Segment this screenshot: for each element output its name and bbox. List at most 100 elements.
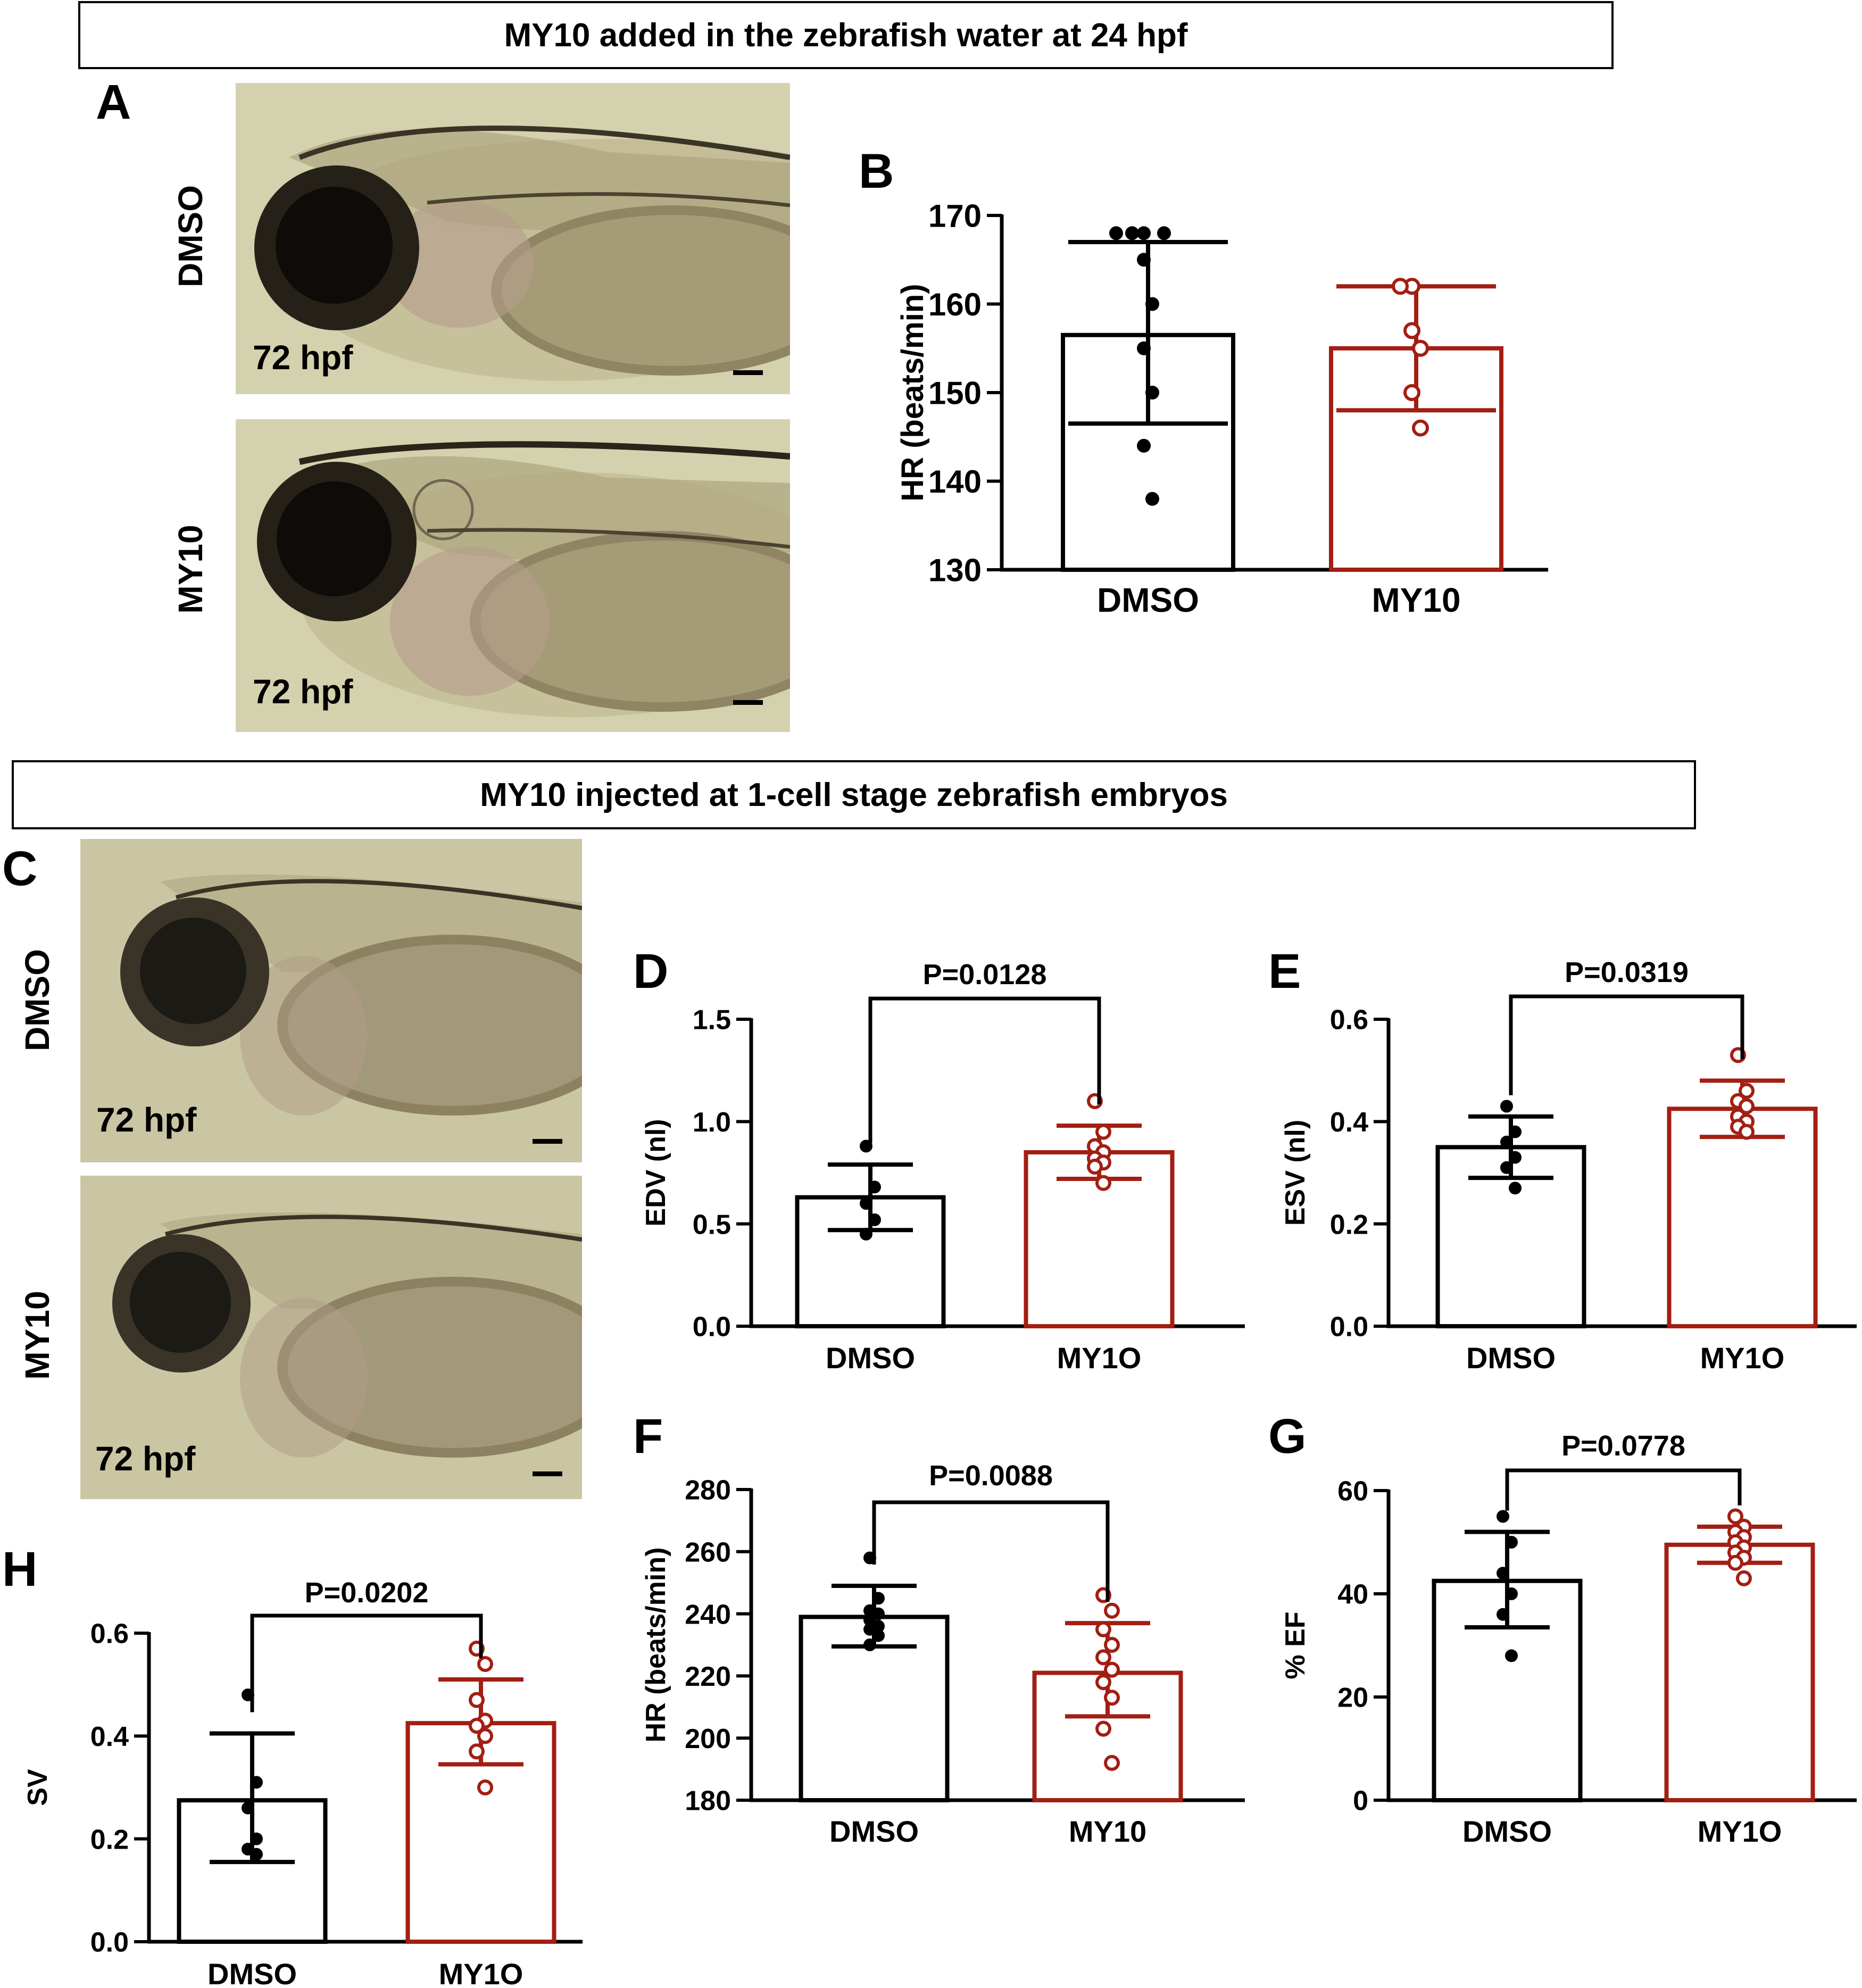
data-point-my10 (1412, 419, 1429, 437)
category-label-dmso: DMSO (1466, 1341, 1556, 1375)
data-point-my1o (1095, 1175, 1111, 1191)
chart-e: 0.0 0.2 0.4 0.6 ESV (nl) DMSO MY1O P=0.0319 (1280, 956, 1857, 1375)
data-point-dmso (860, 1197, 872, 1210)
data-point-my1o (469, 1718, 485, 1734)
y-tick-label: 60 (1337, 1476, 1368, 1507)
panel-letter-e: E (1268, 944, 1301, 999)
chart-h: 0.0 0.2 0.4 0.6 SV DMSO MY1O P=0.0202 (22, 1577, 583, 1988)
significance-bracket (868, 996, 1101, 1144)
data-point-dmso (1145, 492, 1159, 506)
category-label-my1o: MY1O (1057, 1341, 1142, 1375)
data-point-dmso (1500, 1135, 1513, 1149)
category-label-dmso: DMSO (829, 1815, 919, 1848)
chart-d: 0.0 0.5 1.0 1.5 EDV (nl) DMSO MY1O P=0.0128 (641, 959, 1245, 1375)
data-point-dmso (1157, 226, 1171, 240)
data-point-my10 (1104, 1661, 1120, 1678)
y-tick-label: 0.0 (1330, 1312, 1368, 1343)
y-tick-label: 260 (685, 1537, 731, 1568)
y-axis-label: SV (22, 1769, 53, 1806)
category-label-my10: MY10 (1371, 581, 1460, 619)
y-tick-label: 240 (685, 1599, 731, 1630)
section-title-top: MY10 added in the zebrafish water at 24 … (78, 1, 1614, 69)
data-point-my1o (469, 1743, 485, 1760)
stage-label: 72 hpf (253, 338, 353, 377)
data-point-dmso (250, 1848, 263, 1861)
y-tick-label: 280 (685, 1475, 731, 1506)
y-tick-label: 0.5 (693, 1209, 731, 1240)
chart-g: 0 20 40 60 % EF DMSO MY1O P=0.0778 (1280, 1430, 1857, 1848)
data-point-my1o (477, 1728, 493, 1744)
y-axis-label: ESV (nl) (1280, 1120, 1311, 1226)
category-label-dmso: DMSO (1462, 1815, 1552, 1848)
data-point-dmso (1500, 1100, 1513, 1113)
y-axis-label: EDV (nl) (641, 1119, 671, 1226)
data-point-my1o (1736, 1570, 1752, 1586)
y-tick-label: 0.4 (90, 1721, 129, 1752)
micrograph-c-my10: 72 hpf (80, 1176, 582, 1499)
data-point-dmso (1125, 226, 1139, 240)
data-point-dmso (1497, 1567, 1509, 1580)
category-label-my1o: MY1O (439, 1957, 523, 1988)
larva-image (80, 1176, 582, 1499)
data-point-dmso (250, 1832, 263, 1845)
data-point-dmso (1145, 297, 1159, 311)
data-point-dmso (872, 1592, 885, 1605)
data-point-dmso (250, 1776, 263, 1789)
significance-bracket (250, 1613, 483, 1712)
data-point-my1o (1095, 1124, 1111, 1140)
y-tick-label: 0.6 (1330, 1005, 1368, 1036)
scale-bar (533, 1471, 562, 1476)
data-point-dmso (1137, 341, 1151, 355)
y-tick-label: 140 (928, 464, 982, 500)
chart-f: 180 200 220 240 260 280 HR (beats/min) DMSO MY10… (641, 1460, 1245, 1848)
larva-image (236, 419, 790, 732)
panel-letter-d: D (633, 944, 669, 999)
data-point-my10 (1095, 1720, 1111, 1737)
y-tick-label: 40 (1337, 1579, 1368, 1610)
data-point-dmso (1505, 1536, 1518, 1549)
data-point-dmso (1137, 253, 1151, 267)
data-point-dmso (1505, 1587, 1518, 1600)
category-label-my10: MY10 (1069, 1815, 1146, 1848)
stage-label: 72 hpf (96, 1101, 197, 1139)
data-point-dmso (1509, 1182, 1522, 1195)
data-point-my1o (1727, 1508, 1743, 1525)
y-tick-label: 0.4 (1330, 1107, 1368, 1138)
significance-bracket (1505, 1468, 1742, 1511)
data-point-dmso (1137, 438, 1151, 453)
bar-my1o (1664, 1542, 1815, 1803)
y-tick-label: 150 (928, 376, 982, 411)
y-axis-label: % EF (1280, 1611, 1311, 1679)
data-point-dmso (1145, 386, 1159, 400)
data-point-my1o (1739, 1083, 1755, 1099)
panel-letter-c: C (2, 842, 38, 896)
y-tick-label: 0 (1353, 1786, 1368, 1817)
larva-image (236, 83, 790, 394)
data-point-my1o (1739, 1124, 1755, 1140)
panel-letter-b: B (859, 144, 894, 198)
larva-image (80, 839, 582, 1162)
data-point-my1o (477, 1779, 493, 1795)
y-tick-label: 160 (928, 287, 982, 322)
data-point-dmso (1497, 1608, 1509, 1621)
chart-b: 130 140 150 160 170 HR (beats/min) DMSO MY10 (895, 198, 1548, 619)
category-label-dmso: DMSO (1097, 581, 1199, 619)
y-axis-label: HR (beats/min) (895, 284, 930, 501)
data-point-dmso (1137, 226, 1151, 240)
data-point-dmso (1497, 1510, 1509, 1523)
micrograph-a-dmso: 72 hpf (236, 83, 790, 394)
y-tick-label: 220 (685, 1661, 731, 1692)
y-tick-label: 130 (928, 553, 982, 588)
data-point-my1o (477, 1656, 493, 1672)
data-point-dmso (1509, 1151, 1522, 1164)
significance-bracket (1509, 994, 1744, 1095)
bar-my1o (1667, 1107, 1818, 1329)
data-point-dmso (868, 1213, 881, 1226)
y-tick-label: 0.2 (1330, 1209, 1368, 1240)
data-point-dmso (868, 1180, 881, 1194)
y-tick-label: 0.2 (90, 1824, 129, 1855)
significance-bracket (872, 1500, 1110, 1602)
data-point-my1o (1739, 1098, 1755, 1114)
